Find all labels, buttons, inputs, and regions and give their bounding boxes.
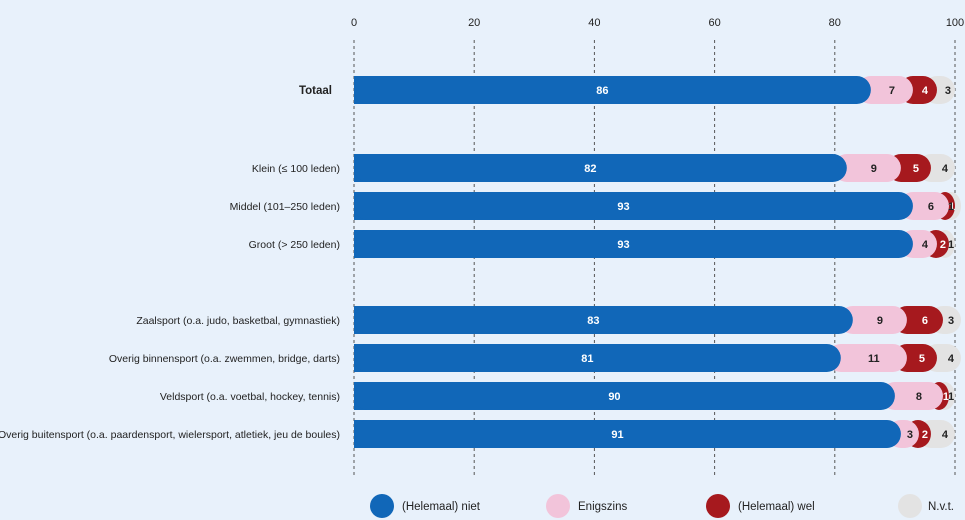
data-label: 4 (942, 429, 949, 441)
legend-label: (Helemaal) wel (738, 501, 815, 513)
data-label: 81 (581, 353, 593, 365)
category-label: Veldsport (o.a. voetbal, hockey, tennis) (160, 391, 340, 403)
data-label: 1 (943, 391, 949, 403)
data-label: 93 (617, 239, 629, 251)
data-label: 5 (913, 163, 919, 175)
data-label: 2 (922, 429, 928, 441)
data-label: 82 (584, 163, 596, 175)
x-tick-label: 20 (468, 17, 480, 29)
category-label: Zaalsport (o.a. judo, basketbal, gymnast… (136, 315, 340, 327)
data-label: 90 (608, 391, 620, 403)
data-label: 9 (871, 163, 877, 175)
data-label: 6 (922, 315, 928, 327)
category-label: Klein (≤ 100 leden) (252, 163, 340, 175)
legend-swatch (370, 494, 394, 518)
data-label: 1 (948, 201, 954, 213)
data-label: 93 (617, 201, 629, 213)
legend: (Helemaal) niet Enigszins (Helemaal) wel N.… (370, 494, 954, 518)
data-label: 5 (919, 353, 925, 365)
data-label: 1 (948, 239, 954, 251)
bar-segment (838, 306, 907, 334)
bar-segment (898, 192, 949, 220)
category-label: Totaal (299, 85, 332, 97)
data-label: 91 (611, 429, 623, 441)
x-tick-label: 100 (946, 17, 964, 29)
data-label: 4 (922, 239, 929, 251)
legend-swatch (706, 494, 730, 518)
bar-segment (832, 154, 901, 182)
data-label: 4 (942, 163, 949, 175)
bar-segment (892, 306, 943, 334)
bar-segment-cap (354, 306, 853, 334)
legend-swatch (898, 494, 922, 518)
x-tick-label: 40 (588, 17, 600, 29)
data-label: 4 (948, 353, 955, 365)
x-tick-label: 80 (829, 17, 841, 29)
bar-segment-cap (354, 382, 895, 410)
bar-segment-cap (354, 230, 913, 258)
data-label: 83 (587, 315, 599, 327)
category-label: Groot (> 250 leden) (249, 239, 340, 251)
data-label: 4 (922, 85, 929, 97)
bar-segment-cap (354, 344, 841, 372)
data-label: 86 (596, 85, 608, 97)
x-tick-label: 0 (351, 17, 357, 29)
legend-label: (Helemaal) niet (402, 501, 481, 513)
legend-label: Enigszins (578, 501, 627, 513)
data-label: 3 (945, 85, 951, 97)
data-label: 1 (948, 391, 954, 403)
bar-segment (826, 344, 907, 372)
category-labels: Totaal Klein (≤ 100 leden) Middel (101–250… (0, 85, 340, 441)
legend-swatch (546, 494, 570, 518)
bar-segment-cap (354, 154, 847, 182)
data-label: 6 (928, 201, 934, 213)
data-label: 2 (940, 239, 946, 251)
data-label: 3 (907, 429, 913, 441)
category-label: Overig binnensport (o.a. zwemmen, bridge… (109, 353, 340, 365)
data-label: 7 (889, 85, 895, 97)
bar-segment-cap (354, 420, 901, 448)
bar-segment (880, 382, 943, 410)
data-label: 3 (948, 315, 954, 327)
category-label: Overig buitensport (o.a. paardensport, w… (0, 429, 340, 441)
bar-segment-cap (354, 76, 871, 104)
bar-segment (856, 76, 913, 104)
category-label: Middel (101–250 leden) (230, 201, 340, 213)
legend-label: N.v.t. (928, 501, 954, 513)
bar-segment-cap (354, 192, 913, 220)
x-tick-label: 60 (708, 17, 720, 29)
data-label: 8 (916, 391, 922, 403)
data-label: 9 (877, 315, 883, 327)
x-axis-ticks: 0 20 40 60 80 100 (351, 17, 964, 29)
data-label: 11 (868, 353, 880, 365)
data-label: 1 (949, 201, 955, 213)
